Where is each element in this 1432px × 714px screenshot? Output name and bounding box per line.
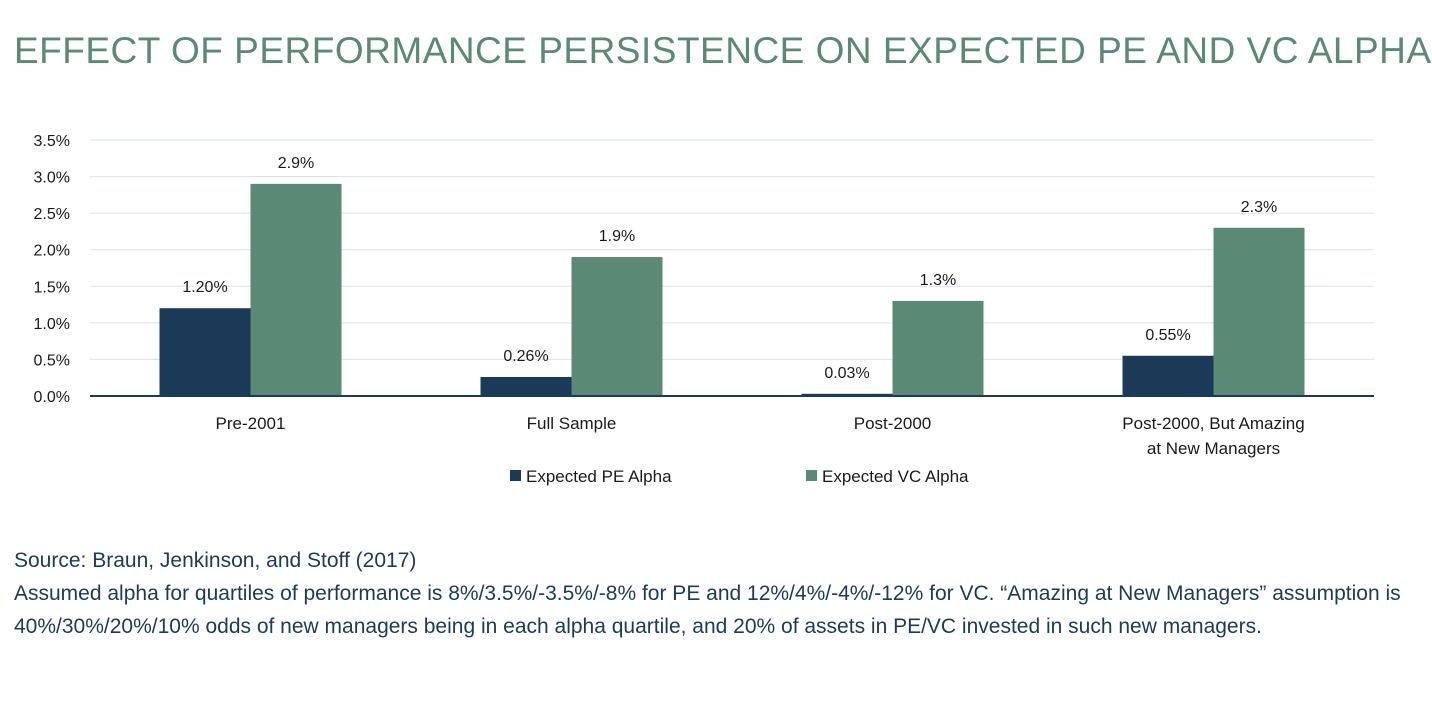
category-label: Post-2000, But Amazing	[1122, 414, 1304, 433]
bar-pe	[1122, 355, 1214, 396]
chart-title: EFFECT OF PERFORMANCE PERSISTENCE ON EXP…	[14, 30, 1432, 71]
data-label: 1.9%	[599, 228, 635, 245]
assumption-note: Assumed alpha for quartiles of performan…	[14, 582, 1401, 638]
category-label: Full Sample	[527, 414, 617, 433]
y-tick-label: 1.0%	[34, 316, 70, 333]
legend-swatch	[510, 470, 521, 481]
category-label: at New Managers	[1147, 439, 1280, 458]
y-tick-label: 3.0%	[34, 170, 70, 187]
category-label: Pre-2001	[216, 414, 286, 433]
bar-vc	[892, 300, 984, 396]
x-axis: Pre-2001 Full Sample Post-2000 Post-2000, B…	[90, 395, 1374, 458]
bar-chart: 0.0% 0.5% 1.0% 1.5% 2.0% 2.5% 3.0% 3.5% 1.20% 2.…	[34, 133, 1374, 486]
bars: 1.20% 2.9% 0.26% 1.9% 0.03% 1.3% 0.55% 2.3%	[159, 155, 1305, 396]
bar-pe	[801, 393, 893, 396]
y-tick-label: 2.5%	[34, 206, 70, 223]
chart-notes: Source: Braun, Jenkinson, and Stoff (201…	[14, 544, 1414, 643]
data-label: 0.03%	[824, 365, 869, 382]
y-tick-label: 1.5%	[34, 279, 70, 296]
bar-vc	[571, 257, 663, 396]
y-tick-label: 0.0%	[34, 389, 70, 406]
category-label: Post-2000	[854, 414, 932, 433]
y-tick-label: 2.0%	[34, 243, 70, 260]
data-label: 0.55%	[1145, 327, 1190, 344]
y-tick-label: 3.5%	[34, 133, 70, 150]
data-label: 0.26%	[503, 348, 548, 365]
legend: Expected PE Alpha Expected VC Alpha	[510, 467, 969, 486]
legend-label: Expected PE Alpha	[526, 467, 672, 486]
source-note: Source: Braun, Jenkinson, and Stoff (201…	[14, 549, 417, 572]
data-label: 2.3%	[1241, 199, 1277, 216]
legend-swatch	[806, 470, 817, 481]
y-tick-label: 0.5%	[34, 352, 70, 369]
y-axis: 0.0% 0.5% 1.0% 1.5% 2.0% 2.5% 3.0% 3.5%	[34, 133, 70, 406]
legend-label: Expected VC Alpha	[822, 467, 969, 486]
bar-vc	[250, 183, 342, 396]
data-label: 1.3%	[920, 272, 956, 289]
data-label: 2.9%	[278, 155, 314, 172]
bar-pe	[480, 376, 572, 396]
bar-vc	[1213, 227, 1305, 396]
data-label: 1.20%	[182, 279, 227, 296]
bar-pe	[159, 308, 251, 396]
